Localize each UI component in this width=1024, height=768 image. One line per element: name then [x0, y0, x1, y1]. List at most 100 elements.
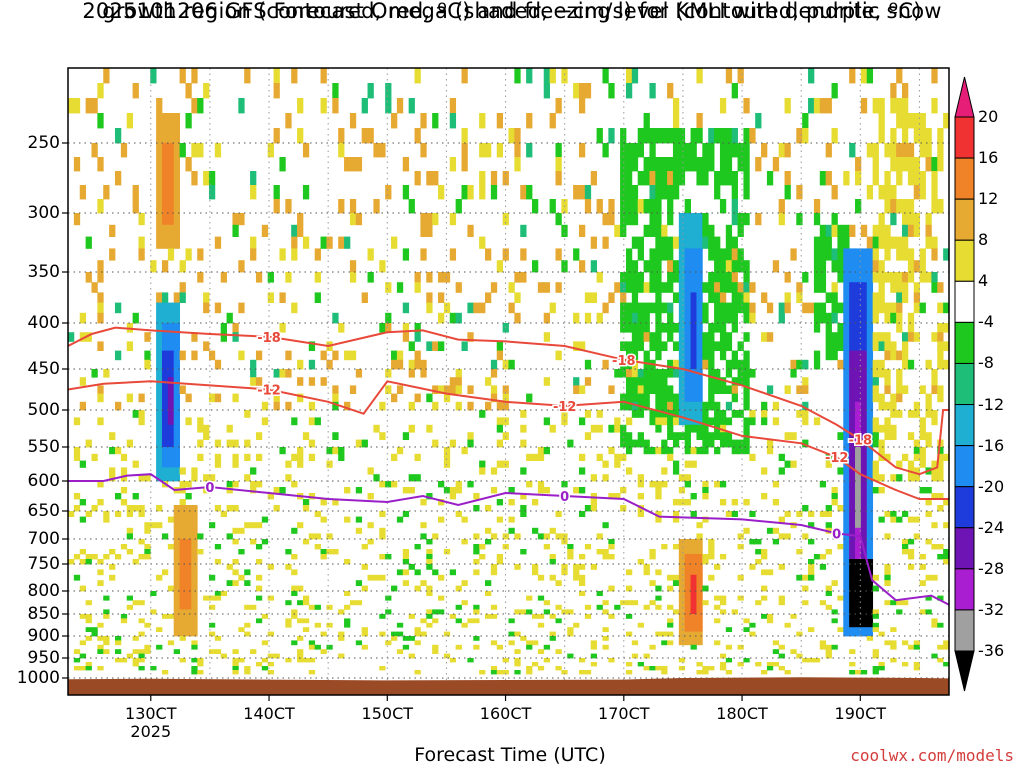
omega-cell	[355, 369, 363, 378]
omega-cell	[808, 559, 815, 565]
omega-cell	[479, 460, 486, 468]
omega-cell	[819, 644, 827, 650]
y-tick-label: 950	[27, 648, 60, 668]
omega-cell	[684, 549, 691, 555]
omega-cell	[866, 424, 874, 433]
omega-cell	[825, 653, 832, 659]
omega-cell	[860, 467, 868, 475]
omega-cell	[860, 432, 868, 440]
omega-cell	[655, 604, 662, 610]
omega-cell	[655, 282, 662, 293]
omega-cell	[144, 549, 151, 555]
omega-cell	[308, 341, 316, 351]
omega-cell	[167, 432, 175, 440]
omega-cell	[684, 312, 691, 324]
omega-cell	[578, 260, 586, 273]
omega-cell	[890, 236, 897, 249]
omega-cell	[784, 385, 791, 394]
omega-cell	[855, 171, 862, 186]
omega-cell	[173, 143, 180, 158]
omega-cell	[849, 559, 856, 565]
omega-cell	[855, 453, 862, 461]
omega-cell	[755, 539, 762, 545]
omega-cell	[849, 627, 856, 632]
colorbar-box	[954, 527, 975, 570]
omega-cell	[414, 631, 421, 637]
omega-cell	[702, 332, 709, 342]
omega-cell	[391, 359, 398, 370]
omega-cell	[849, 505, 856, 512]
omega-cell	[737, 157, 744, 172]
omega-cell	[531, 564, 539, 570]
omega-cell	[913, 662, 921, 667]
omega-cell	[596, 272, 603, 283]
omega-cell	[602, 600, 609, 606]
omega-cell	[625, 385, 633, 394]
omega-cell	[714, 377, 721, 386]
omega-cell	[367, 272, 374, 283]
omega-cell	[896, 248, 903, 261]
omega-cell	[379, 432, 386, 440]
omega-cell	[226, 533, 233, 540]
omega-cell	[602, 554, 609, 560]
omega-cell	[849, 68, 856, 84]
omega-cell	[849, 595, 856, 601]
omega-cell	[719, 600, 727, 606]
y-tick-label: 750	[27, 554, 60, 574]
omega-cell	[620, 439, 627, 448]
omega-cell	[396, 359, 404, 370]
omega-cell	[837, 332, 844, 342]
omega-cell	[884, 312, 891, 324]
omega-cell	[825, 248, 832, 261]
omega-cell	[156, 98, 163, 114]
omega-cell	[602, 474, 609, 482]
omega-cell	[156, 171, 163, 186]
omega-cell	[855, 569, 862, 576]
omega-cell	[714, 236, 721, 249]
omega-cell	[543, 644, 551, 650]
omega-cell	[896, 272, 903, 283]
omega-cell	[849, 385, 856, 394]
omega-cell	[667, 282, 674, 293]
omega-cell	[860, 248, 868, 261]
omega-cell	[191, 666, 198, 671]
terrain-fill	[68, 677, 949, 695]
omega-cell	[267, 670, 274, 675]
omega-cell	[902, 113, 909, 129]
omega-cell	[479, 544, 486, 550]
omega-cell	[625, 350, 633, 361]
omega-cell	[796, 385, 803, 394]
omega-cell	[860, 618, 868, 624]
omega-cell	[919, 272, 926, 283]
omega-cell	[273, 185, 280, 200]
omega-cell	[167, 424, 175, 433]
omega-cell	[684, 481, 691, 488]
omega-cell	[702, 554, 709, 560]
omega-cell	[725, 369, 733, 378]
omega-cell	[91, 505, 98, 512]
omega-cell	[696, 604, 703, 610]
omega-cell	[737, 302, 744, 314]
omega-cell	[161, 424, 169, 433]
omega-cell	[913, 332, 921, 342]
omega-cell	[449, 377, 457, 386]
omega-cell	[737, 447, 744, 455]
omega-cell	[637, 302, 644, 314]
omega-cell	[684, 248, 691, 261]
omega-cell	[320, 350, 327, 361]
credit-link[interactable]: coolwx.com/models	[850, 746, 1014, 765]
omega-cell	[931, 236, 938, 249]
omega-cell	[872, 359, 879, 370]
omega-cell	[161, 302, 169, 314]
omega-cell	[631, 332, 639, 342]
omega-cell	[925, 224, 932, 237]
omega-cell	[526, 670, 533, 675]
omega-cell	[684, 323, 691, 333]
omega-cell	[250, 377, 257, 386]
omega-cell	[819, 260, 827, 273]
omega-cell	[126, 439, 133, 448]
omega-cell	[625, 272, 633, 283]
omega-cell	[890, 128, 897, 144]
omega-cell	[120, 544, 128, 550]
omega-cell	[702, 282, 709, 293]
